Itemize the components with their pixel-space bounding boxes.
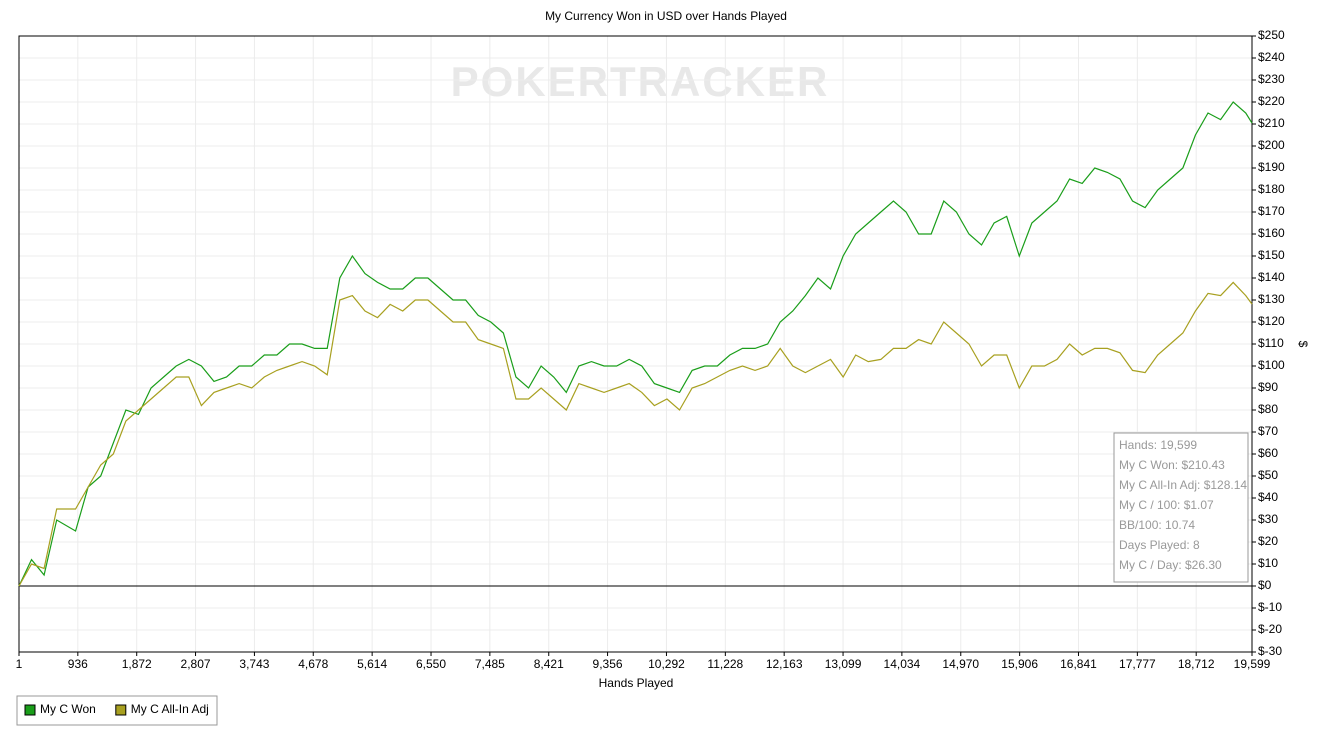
y-tick-label: $150 (1258, 248, 1285, 262)
x-tick-label: 1,872 (122, 657, 152, 671)
chart-title: My Currency Won in USD over Hands Played (545, 9, 787, 23)
y-tick-label: $80 (1258, 402, 1278, 416)
y-tick-label: $10 (1258, 556, 1278, 570)
x-tick-label: 7,485 (475, 657, 505, 671)
y-tick-label: $220 (1258, 94, 1285, 108)
info-box (1113, 432, 1249, 583)
y-tick-label: $70 (1258, 424, 1278, 438)
legend-swatch (24, 704, 36, 716)
x-tick-label: 17,777 (1119, 657, 1156, 671)
x-tick-label: 5,614 (357, 657, 387, 671)
x-tick-label: 14,970 (942, 657, 979, 671)
y-tick-label: $30 (1258, 512, 1278, 526)
grid (18, 35, 1253, 653)
x-tick-label: 13,099 (825, 657, 862, 671)
y-tick-label: $100 (1258, 358, 1285, 372)
y-tick-label: $130 (1258, 292, 1285, 306)
legend-swatch (115, 704, 127, 716)
y-tick-label: $120 (1258, 314, 1285, 328)
info-text: BB/100: 10.74 (1119, 518, 1195, 532)
plot-frame (18, 35, 1253, 653)
x-tick-label: 11,228 (707, 657, 743, 671)
info-text: Days Played: 8 (1119, 538, 1200, 552)
x-tick-label: 1 (16, 657, 23, 671)
y-tick-label: $210 (1258, 116, 1285, 130)
y-tick-label: $180 (1258, 182, 1285, 196)
y-tick-label: $60 (1258, 446, 1278, 460)
y-tick-label: $-30 (1258, 644, 1282, 658)
y-tick-label: $40 (1258, 490, 1278, 504)
x-tick-label: 12,163 (766, 657, 803, 671)
x-tick-label: 9,356 (593, 657, 623, 671)
x-tick-label: 18,712 (1178, 657, 1215, 671)
x-tick-label: 14,034 (884, 657, 921, 671)
series-line (18, 101, 1253, 587)
y-tick-label: $110 (1258, 336, 1284, 350)
x-tick-label: 6,550 (416, 657, 446, 671)
y-tick-label: $-20 (1258, 622, 1282, 636)
y-tick-label: $140 (1258, 270, 1285, 284)
y-tick-label: $250 (1258, 28, 1285, 42)
x-tick-label: 16,841 (1060, 657, 1097, 671)
x-tick-label: 8,421 (534, 657, 564, 671)
y-tick-label: $190 (1258, 160, 1285, 174)
y-tick-label: $230 (1258, 72, 1285, 86)
legend-label: My C Won (40, 702, 96, 716)
x-tick-label: 10,292 (648, 657, 685, 671)
y-axis-label: $ (1296, 341, 1310, 348)
x-tick-label: 2,807 (181, 657, 211, 671)
x-tick-label: 3,743 (239, 657, 269, 671)
y-tick-label: $20 (1258, 534, 1278, 548)
x-tick-label: 15,906 (1001, 657, 1038, 671)
x-axis-label: Hands Played (599, 676, 674, 690)
series-line (18, 281, 1253, 587)
info-text: My C / 100: $1.07 (1119, 498, 1214, 512)
y-tick-label: $170 (1258, 204, 1285, 218)
info-text: Hands: 19,599 (1119, 438, 1197, 452)
y-tick-label: $-10 (1258, 600, 1282, 614)
y-tick-label: $0 (1258, 578, 1272, 592)
y-tick-label: $200 (1258, 138, 1285, 152)
y-tick-label: $50 (1258, 468, 1278, 482)
info-text: My C Won: $210.43 (1119, 458, 1225, 472)
info-text: My C / Day: $26.30 (1119, 558, 1222, 572)
x-tick-label: 936 (68, 657, 88, 671)
watermark: POKERTRACKER (451, 58, 830, 105)
y-tick-label: $240 (1258, 50, 1285, 64)
x-tick-label: 19,599 (1234, 657, 1271, 671)
x-tick-label: 4,678 (298, 657, 328, 671)
y-tick-label: $160 (1258, 226, 1285, 240)
legend-box (16, 695, 218, 726)
y-tick-label: $90 (1258, 380, 1278, 394)
legend-label: My C All-In Adj (131, 702, 209, 716)
info-text: My C All-In Adj: $128.14 (1119, 478, 1247, 492)
